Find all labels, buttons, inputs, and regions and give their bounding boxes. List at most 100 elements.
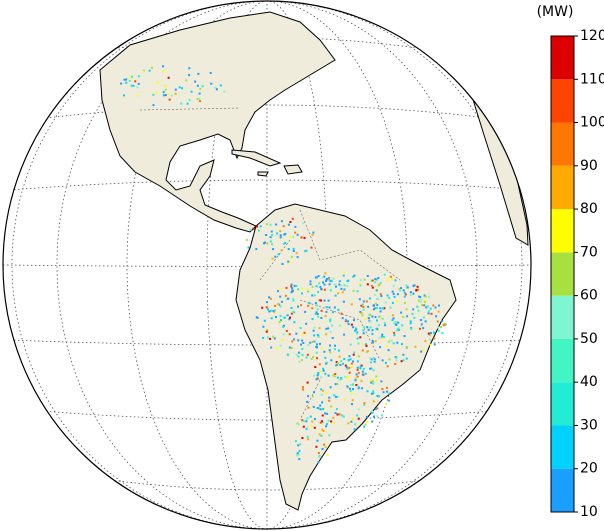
- fire-point: [361, 303, 364, 306]
- fire-point: [349, 387, 351, 390]
- fire-point: [433, 337, 436, 340]
- fire-point: [385, 345, 388, 348]
- fire-point: [279, 344, 282, 347]
- fire-point: [441, 331, 444, 334]
- fire-point: [376, 379, 378, 382]
- fire-point: [359, 279, 362, 282]
- fire-point: [412, 292, 415, 295]
- fire-point: [395, 356, 398, 359]
- fire-point: [327, 374, 330, 377]
- fire-point: [357, 417, 360, 420]
- colorbar-segment: [551, 165, 574, 210]
- fire-point: [384, 361, 387, 364]
- fire-point: [412, 285, 415, 287]
- fire-point: [318, 327, 321, 330]
- fire-point: [311, 307, 314, 310]
- fire-point: [359, 282, 361, 285]
- fire-point: [382, 306, 384, 309]
- fire-point: [297, 423, 300, 426]
- fire-point: [377, 298, 379, 300]
- fire-point: [357, 355, 360, 358]
- fire-point: [302, 388, 305, 391]
- fire-point: [369, 320, 372, 323]
- fire-point: [437, 326, 440, 329]
- fire-point: [363, 425, 366, 428]
- fire-point: [352, 353, 355, 356]
- fire-point: [310, 358, 313, 361]
- fire-point: [304, 310, 307, 313]
- fire-point: [340, 414, 343, 417]
- fire-point: [162, 94, 165, 97]
- south-america: [235, 203, 457, 511]
- fire-point: [324, 372, 327, 375]
- fire-point: [288, 261, 291, 264]
- fire-point: [342, 415, 345, 418]
- fire-point: [280, 220, 283, 223]
- fire-point: [303, 236, 306, 239]
- fire-point: [377, 277, 380, 279]
- fire-point: [352, 388, 354, 391]
- fire-point: [300, 236, 303, 239]
- fire-point: [281, 263, 284, 265]
- fire-point: [290, 291, 293, 294]
- fire-point: [434, 306, 437, 309]
- fire-point: [279, 230, 282, 233]
- fire-point: [137, 75, 140, 78]
- fire-point: [300, 343, 302, 346]
- colorbar-segment: [551, 468, 574, 512]
- fire-point: [329, 330, 332, 333]
- fire-point: [351, 399, 354, 402]
- fire-point: [295, 440, 297, 443]
- fire-point: [326, 412, 329, 415]
- fire-point: [333, 283, 336, 286]
- fire-point: [325, 327, 328, 330]
- fire-point: [340, 312, 343, 315]
- fire-point: [190, 90, 193, 93]
- fire-point: [353, 351, 356, 354]
- fire-point: [350, 303, 353, 306]
- fire-point: [420, 323, 423, 326]
- fire-point: [338, 324, 341, 327]
- fire-point: [164, 94, 167, 97]
- fire-point: [315, 311, 318, 314]
- fire-point: [341, 362, 344, 365]
- fire-point: [263, 319, 266, 322]
- north-america: [99, 11, 336, 233]
- fire-point: [369, 326, 372, 329]
- fire-point: [343, 358, 346, 360]
- fire-point: [148, 69, 151, 72]
- fire-point: [281, 339, 284, 342]
- fire-point: [249, 228, 252, 231]
- fire-point: [340, 360, 343, 362]
- fire-point: [321, 414, 324, 417]
- fire-point: [334, 348, 336, 351]
- fire-point: [333, 394, 336, 397]
- fire-point: [307, 395, 310, 398]
- colorbar-unit: (MW): [537, 4, 574, 20]
- fire-point: [324, 356, 327, 359]
- fire-point: [329, 351, 332, 354]
- fire-point: [318, 433, 321, 436]
- colorbar-tick-label: 30: [580, 417, 598, 433]
- fire-point: [370, 392, 373, 395]
- fire-point: [247, 246, 250, 249]
- fire-point: [314, 312, 317, 315]
- fire-point: [304, 250, 307, 253]
- fire-point: [302, 386, 304, 389]
- fire-point: [376, 303, 379, 306]
- fire-point: [323, 283, 326, 286]
- fire-point: [332, 311, 334, 314]
- fire-point: [356, 366, 359, 369]
- colorbar-tick-label: 100: [580, 115, 604, 131]
- fire-point: [309, 280, 312, 283]
- fire-point: [409, 291, 412, 294]
- fire-point: [426, 305, 429, 308]
- colorbar-segment: [551, 382, 574, 426]
- fire-point: [379, 310, 382, 313]
- fire-point: [343, 284, 346, 287]
- fire-point: [356, 337, 359, 340]
- fire-point: [164, 85, 167, 87]
- fire-point: [288, 346, 291, 349]
- fire-point: [151, 66, 153, 69]
- fire-point: [325, 306, 328, 308]
